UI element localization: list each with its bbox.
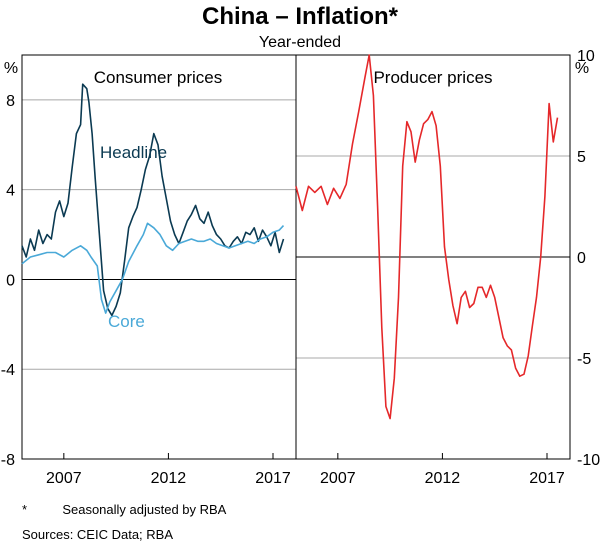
producer-xtick-label-1: 2012 — [425, 470, 461, 487]
series-lines — [21, 54, 559, 420]
producer-ytick-label-1: -5 — [577, 351, 591, 368]
left-axis-unit: % — [4, 60, 18, 77]
panel-title-producer: Producer prices — [373, 68, 492, 87]
producer-ytick-label-3: 5 — [577, 149, 586, 166]
consumer-ytick-label-1: -4 — [1, 362, 15, 379]
consumer-xtick-label-2: 2017 — [255, 470, 291, 487]
producer-ytick-label-2: 0 — [577, 250, 586, 267]
consumer-series-core-line — [21, 222, 285, 314]
producer-series-producer-prices-line — [295, 54, 559, 420]
consumer-series-headline-line — [21, 83, 285, 317]
headline-label: Headline — [100, 143, 167, 162]
consumer-ytick-label-0: -8 — [1, 452, 15, 469]
consumer-ytick-label-3: 4 — [6, 183, 15, 200]
consumer-xtick-label-0: 2007 — [46, 470, 82, 487]
gridlines — [22, 99, 570, 370]
footnote: * Seasonally adjusted by RBA — [22, 502, 226, 517]
footnote-marker: * — [22, 502, 28, 517]
consumer-xtick-label-1: 2012 — [151, 470, 187, 487]
producer-ytick-label-4: 10 — [577, 48, 595, 65]
producer-ytick-label-0: -10 — [577, 452, 600, 469]
producer-xtick-label-2: 2017 — [529, 470, 565, 487]
right-axis-unit: % — [575, 60, 589, 77]
consumer-ytick-label-4: 8 — [6, 93, 15, 110]
producer-xtick-label-0: 2007 — [320, 470, 356, 487]
consumer-ytick-label-2: 0 — [6, 272, 15, 289]
footnote-text: Seasonally adjusted by RBA — [62, 502, 227, 517]
axes: -8 -4 0 4 8 2007 2012 2017 -10 -5 0 5 10 2007 2012 2017 — [1, 48, 600, 487]
chart-title: China – Inflation* — [202, 3, 399, 30]
chart-subtitle: Year-ended — [259, 34, 341, 51]
sources-note: Sources: CEIC Data; RBA — [22, 527, 173, 542]
core-label: Core — [108, 312, 145, 331]
panel-title-consumer: Consumer prices — [94, 68, 223, 87]
